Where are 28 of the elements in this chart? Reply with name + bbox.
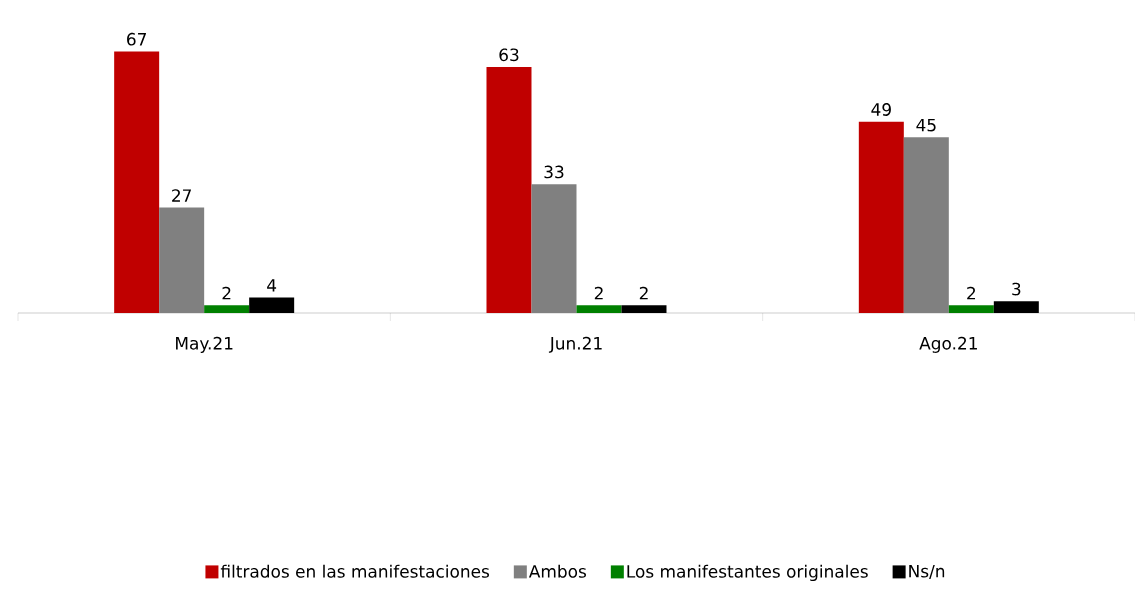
legend-label: Ambos [528,564,587,578]
legend-label: Ns/n [909,564,945,579]
data-label: 49 [871,103,891,116]
bar [249,297,295,313]
data-label: 2 [967,286,976,300]
legend-label: Los manifestantes originales [627,564,868,582]
bar [114,51,160,313]
data-label: 63 [499,48,519,62]
bar [858,121,904,313]
x-tick-label: Jun.21 [548,336,602,353]
data-label: 3 [1012,282,1021,296]
x-tick-label: Ago.21 [919,336,977,353]
bar [948,305,994,313]
data-label: 2 [222,286,231,300]
x-tick-label: May.21 [176,336,233,353]
data-label: 33 [544,165,564,179]
data-label: 27 [172,189,191,202]
data-label: 2 [639,286,648,300]
bar [621,305,667,313]
bar [486,67,532,313]
data-label: 67 [127,32,146,46]
bar [993,301,1039,313]
data-label: 45 [916,118,936,132]
bar [204,305,250,313]
legend-label: filtrados en las manifestaciones [220,564,490,578]
bar [576,305,622,313]
data-label: 4 [267,279,277,292]
data-label: 2 [594,286,603,300]
